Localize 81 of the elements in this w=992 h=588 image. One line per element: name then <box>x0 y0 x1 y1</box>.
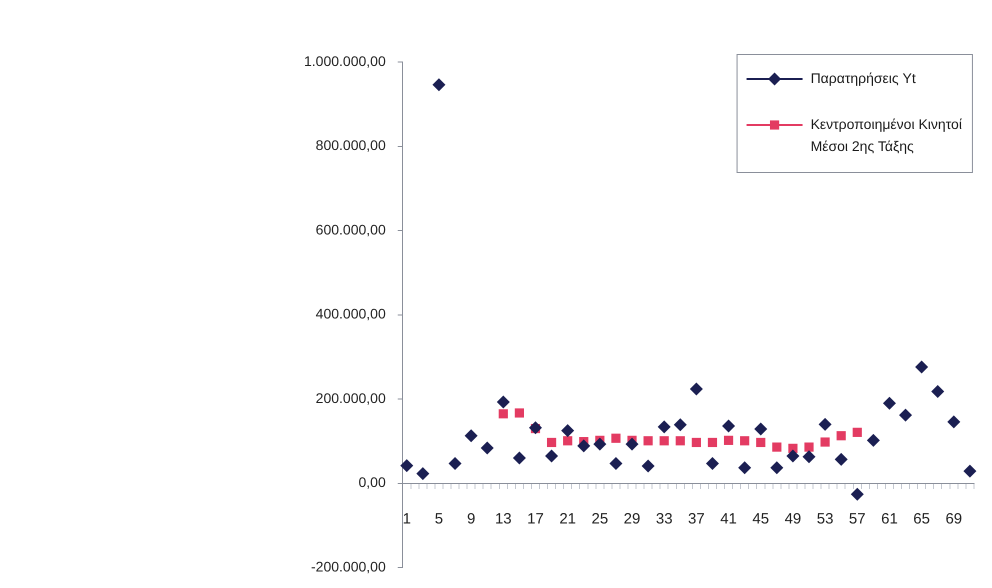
point <box>915 360 928 374</box>
point <box>563 436 572 446</box>
y-tick-label: 200.000,00 <box>316 390 386 406</box>
y-tick-label: 1.000.000,00 <box>304 52 386 69</box>
point <box>740 436 750 446</box>
point <box>882 396 896 410</box>
x-tick-label: 65 <box>913 510 930 528</box>
point <box>866 434 880 447</box>
point <box>400 459 414 472</box>
point <box>660 436 669 446</box>
point <box>802 450 816 464</box>
point <box>561 424 574 438</box>
point <box>820 437 830 447</box>
x-tick-label: 61 <box>881 510 898 528</box>
point <box>692 438 701 448</box>
point <box>577 439 590 452</box>
point <box>528 421 542 434</box>
legend-label: Κεντροποιημένοι Κινητοί Μέσοι 2ης Τάξης <box>810 116 962 154</box>
point <box>804 442 814 452</box>
y-tick-label: -200.000,00 <box>311 558 386 574</box>
point <box>770 461 784 474</box>
point <box>674 418 687 432</box>
x-tick-label: 33 <box>656 510 673 528</box>
point <box>772 442 782 452</box>
point <box>724 436 734 445</box>
point <box>658 420 671 434</box>
point <box>722 420 736 433</box>
point <box>480 441 494 454</box>
point <box>609 457 622 470</box>
point <box>754 422 768 436</box>
x-tick-label: 37 <box>688 510 705 528</box>
point <box>642 460 655 473</box>
point <box>786 449 800 462</box>
point <box>545 449 558 462</box>
point <box>706 457 719 470</box>
point <box>947 415 960 428</box>
point <box>611 434 621 443</box>
x-tick-label: 1 <box>402 510 411 528</box>
point <box>963 464 976 478</box>
point <box>931 384 944 398</box>
x-tick-label: 25 <box>592 510 608 528</box>
x-tick-label: 45 <box>752 510 770 528</box>
x-tick-label: 53 <box>816 510 834 528</box>
x-tick-label: 29 <box>624 510 640 528</box>
x-tick-label: 9 <box>466 510 476 528</box>
point <box>546 438 556 448</box>
x-tick-label: 5 <box>434 510 444 528</box>
point <box>836 431 846 440</box>
x-tick-label: 17 <box>527 510 544 528</box>
point <box>448 457 462 470</box>
x-tick-label: 41 <box>720 510 737 528</box>
x-tick-label: 21 <box>559 510 576 528</box>
point <box>514 408 524 418</box>
y-tick-label: 800.000,00 <box>316 137 386 154</box>
point <box>708 438 718 448</box>
point <box>756 438 766 448</box>
legend-label: Παρατηρήσεις Yt <box>810 70 916 86</box>
point <box>416 467 430 480</box>
x-tick-label: 69 <box>945 510 962 528</box>
y-tick-label: 600.000,00 <box>316 221 386 238</box>
point <box>512 452 526 465</box>
point <box>593 438 606 451</box>
point <box>464 429 478 442</box>
x-tick-label: 49 <box>784 510 802 528</box>
point <box>899 408 912 422</box>
y-tick-label: 400.000,00 <box>316 306 386 322</box>
point <box>676 436 685 446</box>
point <box>850 488 864 501</box>
point <box>852 428 862 437</box>
point <box>432 78 446 92</box>
point <box>834 452 848 466</box>
point <box>498 409 508 418</box>
point <box>818 418 832 431</box>
point <box>690 382 703 396</box>
point <box>738 461 752 474</box>
x-tick-label: 13 <box>494 510 512 528</box>
point <box>644 436 653 446</box>
x-tick-label: 57 <box>848 510 866 528</box>
point <box>496 396 510 409</box>
point <box>626 438 639 451</box>
y-tick-label: 0,00 <box>358 474 386 490</box>
